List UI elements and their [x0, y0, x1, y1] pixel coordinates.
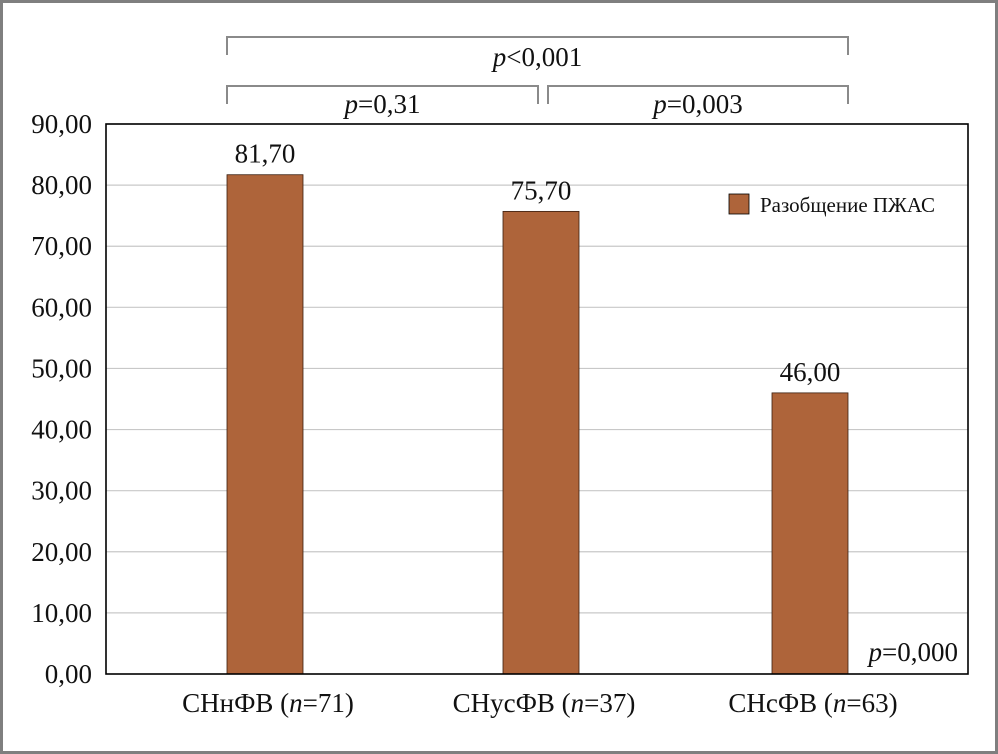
- y-tick-label: 80,00: [31, 170, 92, 200]
- bar-value-label: 46,00: [780, 357, 841, 387]
- p-symbol: p: [343, 89, 359, 119]
- y-axis-ticks: 0,00 10,00 20,00 30,00 40,00 50,00 60,00 70,00 8…: [31, 109, 92, 689]
- legend-swatch: [728, 193, 750, 215]
- p-value: =0,31: [358, 89, 420, 119]
- n-symbol: n: [833, 688, 847, 718]
- y-tick-label: 20,00: [31, 537, 92, 567]
- corner-p-value: =0,000: [882, 637, 958, 667]
- y-tick-label: 50,00: [31, 353, 92, 383]
- y-tick-label: 30,00: [31, 476, 92, 506]
- y-tick-label: 10,00: [31, 598, 92, 628]
- y-tick-label: 70,00: [31, 231, 92, 261]
- x-category-label: СНнФВ (n=71): [182, 688, 354, 718]
- bar: [771, 392, 849, 675]
- y-tick-label: 60,00: [31, 292, 92, 322]
- bars: [226, 174, 849, 675]
- x-category-label: СНсФВ (n=63): [728, 688, 897, 718]
- category-name: СНусФВ (: [453, 688, 571, 718]
- x-category-label: СНусФВ (n=37): [453, 688, 636, 718]
- category-n: =63): [846, 688, 897, 718]
- n-symbol: n: [571, 688, 585, 718]
- x-axis-categories: СНнФВ (n=71) СНусФВ (n=37) СНсФВ (n=63): [182, 688, 898, 718]
- comparison-bracket: [226, 36, 849, 55]
- n-symbol: n: [289, 688, 303, 718]
- bar: [502, 210, 580, 675]
- comparison-p-value: p=0,003: [651, 89, 742, 119]
- y-tick-label: 40,00: [31, 415, 92, 445]
- bar-value-label: 81,70: [235, 139, 296, 169]
- comparison-p-value: p=0,31: [343, 89, 421, 119]
- p-value: <0,001: [506, 42, 582, 72]
- category-n: =71): [303, 688, 354, 718]
- category-name: СНнФВ (: [182, 688, 289, 718]
- corner-p-symbol: p: [867, 637, 883, 667]
- category-n: =37): [584, 688, 635, 718]
- y-tick-label: 0,00: [45, 659, 92, 689]
- p-value: =0,003: [667, 89, 743, 119]
- value-labels: 81,70 75,70 46,00: [235, 139, 841, 387]
- legend: Разобщение ПЖАС: [728, 193, 935, 217]
- comparison-bracket: [547, 85, 849, 104]
- comparison-p-value: p<0,001: [491, 42, 582, 72]
- legend-label: Разобщение ПЖАС: [760, 193, 935, 217]
- plot-border: [105, 123, 969, 675]
- p-symbol: p: [491, 42, 507, 72]
- category-name: СНсФВ (: [728, 688, 833, 718]
- comparison-bracket: [226, 85, 539, 104]
- p-symbol: p: [651, 89, 667, 119]
- bar-value-label: 75,70: [511, 175, 572, 205]
- y-tick-label: 90,00: [31, 109, 92, 139]
- bar: [226, 174, 304, 675]
- corner-p-annotation: p=0,000: [867, 637, 958, 667]
